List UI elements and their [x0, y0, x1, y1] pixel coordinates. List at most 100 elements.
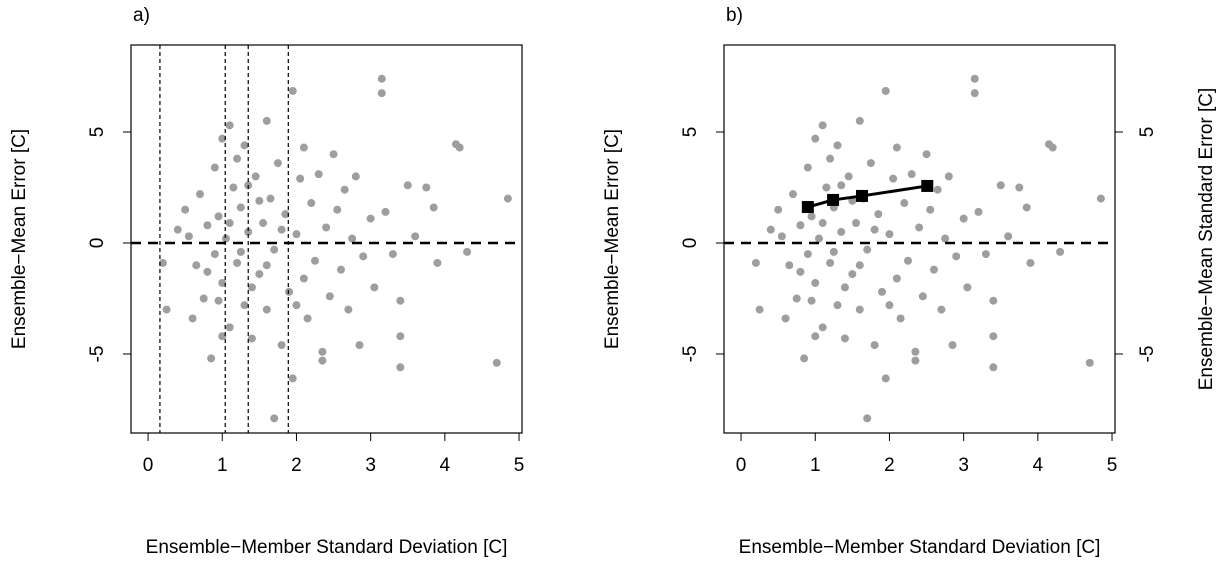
point: [199, 294, 208, 303]
point: [904, 256, 912, 265]
point: [270, 245, 279, 254]
point: [158, 258, 167, 267]
point: [370, 283, 379, 292]
point: [247, 334, 256, 343]
panel-title: a): [133, 5, 150, 26]
point: [881, 374, 890, 383]
point: [922, 150, 931, 159]
point: [381, 207, 390, 216]
y2-tick-label: -5: [1137, 346, 1158, 363]
point: [777, 232, 786, 241]
point: [210, 250, 219, 259]
point: [948, 341, 957, 350]
point: [225, 323, 234, 332]
y-tick-label: -5: [680, 346, 701, 363]
x-axis-label: Ensemble−Member Standard Deviation [C]: [146, 537, 508, 558]
point: [296, 174, 305, 183]
point: [255, 196, 264, 205]
point: [833, 301, 842, 310]
point: [214, 212, 223, 221]
point: [221, 234, 230, 243]
y2-tick-label: 5: [1137, 127, 1158, 138]
point: [785, 261, 794, 270]
point: [492, 358, 501, 367]
point: [377, 74, 386, 83]
x-tick-label: 1: [810, 455, 821, 476]
point: [396, 332, 405, 341]
point: [433, 258, 442, 267]
point: [203, 221, 212, 230]
point: [911, 356, 920, 365]
point: [396, 296, 405, 305]
point: [318, 347, 327, 356]
x-tick-label: 4: [1033, 455, 1044, 476]
point: [218, 134, 227, 143]
point: [192, 261, 201, 270]
point: [281, 210, 290, 219]
point: [403, 181, 412, 190]
point: [396, 363, 405, 372]
point: [926, 205, 935, 214]
point: [870, 225, 879, 234]
x-axis-label: Ensemble−Member Standard Deviation [C]: [739, 537, 1101, 558]
point: [1004, 232, 1013, 241]
point: [941, 234, 950, 243]
point: [336, 265, 345, 274]
point: [322, 223, 331, 232]
x-tick-label: 0: [143, 455, 154, 476]
point: [803, 250, 812, 259]
point: [196, 190, 204, 199]
x-tick-label: 2: [884, 455, 895, 476]
point: [989, 332, 998, 341]
point: [210, 163, 219, 172]
point: [225, 121, 234, 130]
point: [173, 225, 182, 234]
point: [1026, 258, 1035, 267]
point: [203, 267, 212, 276]
point: [251, 172, 260, 181]
point: [1015, 183, 1024, 192]
point: [840, 334, 849, 343]
point: [811, 332, 820, 341]
point: [307, 199, 316, 208]
point: [952, 252, 961, 261]
point: [818, 121, 827, 130]
point: [277, 341, 286, 350]
point: [236, 203, 245, 212]
point: [814, 234, 823, 243]
y-tick-label: 0: [87, 238, 108, 249]
point: [889, 174, 898, 183]
point: [259, 219, 268, 228]
point: [878, 287, 887, 296]
point: [929, 265, 938, 274]
point: [270, 414, 279, 423]
point: [1056, 247, 1065, 256]
point: [314, 170, 323, 179]
point: [181, 205, 190, 214]
point: [255, 270, 264, 279]
plot-frame: [723, 44, 1116, 434]
point: [455, 143, 464, 152]
point: [892, 274, 901, 283]
point: [318, 356, 327, 365]
point: [329, 150, 338, 159]
point: [262, 261, 271, 270]
y-tick-label: -5: [87, 346, 108, 363]
x-tick-label: 1: [217, 455, 228, 476]
point: [781, 314, 790, 323]
point: [796, 221, 805, 230]
point: [333, 205, 342, 214]
point: [299, 143, 308, 152]
point: [351, 172, 360, 181]
panel-title: b): [726, 5, 743, 26]
point: [833, 141, 842, 150]
point: [751, 258, 760, 267]
point: [800, 354, 809, 363]
point: [803, 163, 812, 172]
point: [855, 116, 864, 125]
y-tick-label: 5: [87, 127, 108, 138]
point: [188, 314, 197, 323]
point: [184, 232, 193, 241]
point: [411, 232, 420, 241]
point: [829, 247, 838, 256]
